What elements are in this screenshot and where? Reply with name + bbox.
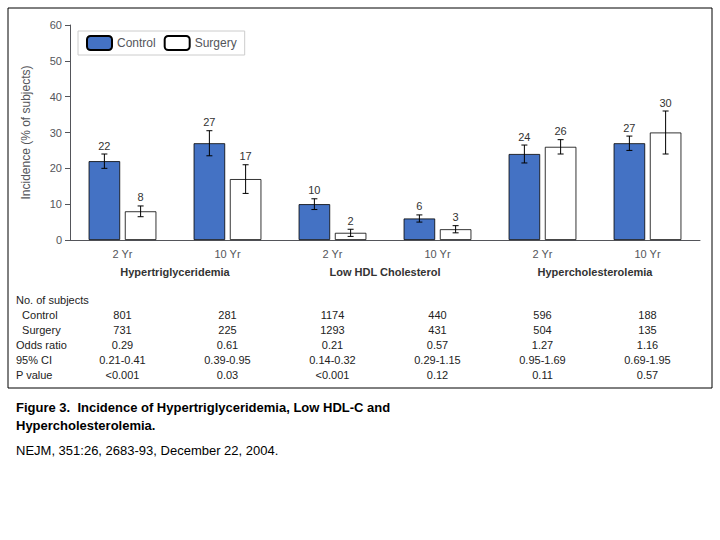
svg-text:0.57: 0.57 — [637, 369, 658, 381]
svg-text:0.61: 0.61 — [217, 339, 238, 351]
svg-text:0.39-0.95: 0.39-0.95 — [204, 354, 250, 366]
svg-text:0.29: 0.29 — [112, 339, 133, 351]
svg-text:27: 27 — [623, 122, 635, 134]
svg-text:Hypercholesterolemia: Hypercholesterolemia — [538, 266, 654, 278]
svg-text:1293: 1293 — [320, 324, 344, 336]
svg-text:3: 3 — [453, 211, 459, 223]
svg-text:60: 60 — [50, 19, 62, 31]
svg-text:731: 731 — [113, 324, 131, 336]
svg-text:0.14-0.32: 0.14-0.32 — [309, 354, 355, 366]
svg-text:10 Yr: 10 Yr — [424, 248, 450, 260]
svg-text:Control: Control — [16, 309, 58, 321]
svg-text:Surgery: Surgery — [16, 324, 61, 336]
svg-text:0.57: 0.57 — [427, 339, 448, 351]
svg-text:1.16: 1.16 — [637, 339, 658, 351]
svg-text:30: 30 — [50, 127, 62, 139]
svg-text:0.29-1.15: 0.29-1.15 — [414, 354, 460, 366]
svg-text:Figure 3. Incidence of Hypert: Figure 3. Incidence of Hypertriglyceride… — [16, 400, 390, 415]
svg-text:Surgery: Surgery — [195, 36, 237, 50]
svg-text:1174: 1174 — [321, 309, 345, 321]
svg-text:0.69-1.95: 0.69-1.95 — [624, 354, 670, 366]
svg-text:801: 801 — [113, 309, 131, 321]
svg-text:2 Yr: 2 Yr — [323, 248, 343, 260]
svg-text:10 Yr: 10 Yr — [634, 248, 660, 260]
svg-text:20: 20 — [50, 162, 62, 174]
svg-text:10 Yr: 10 Yr — [214, 248, 240, 260]
svg-text:0.21: 0.21 — [322, 339, 343, 351]
svg-text:P value: P value — [16, 369, 53, 381]
svg-text:10: 10 — [50, 198, 62, 210]
svg-text:596: 596 — [533, 309, 551, 321]
svg-text:26: 26 — [554, 125, 566, 137]
svg-text:8: 8 — [138, 191, 144, 203]
svg-text:2 Yr: 2 Yr — [113, 248, 133, 260]
svg-text:10: 10 — [308, 184, 320, 196]
svg-text:95% CI: 95% CI — [16, 354, 52, 366]
svg-text:27: 27 — [203, 116, 215, 128]
svg-text:431: 431 — [428, 324, 446, 336]
svg-text:188: 188 — [638, 309, 656, 321]
svg-text:1.27: 1.27 — [532, 339, 553, 351]
svg-text:Hypertriglyceridemia: Hypertriglyceridemia — [120, 266, 230, 278]
svg-text:0.03: 0.03 — [217, 369, 238, 381]
svg-text:0.11: 0.11 — [532, 369, 553, 381]
svg-text:2 Yr: 2 Yr — [533, 248, 553, 260]
svg-text:6: 6 — [416, 200, 422, 212]
svg-text:2: 2 — [348, 215, 354, 227]
svg-text:281: 281 — [218, 309, 236, 321]
svg-text:504: 504 — [533, 324, 551, 336]
svg-text:NEJM, 351:26, 2683-93, Decembe: NEJM, 351:26, 2683-93, December 22, 2004… — [16, 443, 278, 458]
svg-text:0.95-1.69: 0.95-1.69 — [519, 354, 565, 366]
svg-text:30: 30 — [659, 97, 671, 109]
svg-text:440: 440 — [428, 309, 446, 321]
svg-text:No. of subjects: No. of subjects — [16, 294, 89, 306]
svg-text:50: 50 — [50, 55, 62, 67]
svg-text:24: 24 — [518, 131, 530, 143]
svg-text:Hypercholesterolemia.: Hypercholesterolemia. — [16, 418, 155, 433]
svg-text:225: 225 — [218, 324, 236, 336]
svg-text:Incidence (% of subjects): Incidence (% of subjects) — [19, 65, 33, 199]
svg-text:<0.001: <0.001 — [106, 369, 140, 381]
svg-text:Control: Control — [117, 36, 156, 50]
svg-text:0.21-0.41: 0.21-0.41 — [99, 354, 145, 366]
svg-text:<0.001: <0.001 — [316, 369, 350, 381]
svg-text:0.12: 0.12 — [427, 369, 448, 381]
svg-text:0: 0 — [56, 234, 62, 246]
svg-text:22: 22 — [98, 140, 110, 152]
svg-text:Odds ratio: Odds ratio — [16, 339, 67, 351]
svg-text:40: 40 — [50, 91, 62, 103]
svg-text:17: 17 — [239, 150, 251, 162]
svg-text:Low HDL Cholesterol: Low HDL Cholesterol — [329, 266, 440, 278]
svg-text:135: 135 — [638, 324, 656, 336]
